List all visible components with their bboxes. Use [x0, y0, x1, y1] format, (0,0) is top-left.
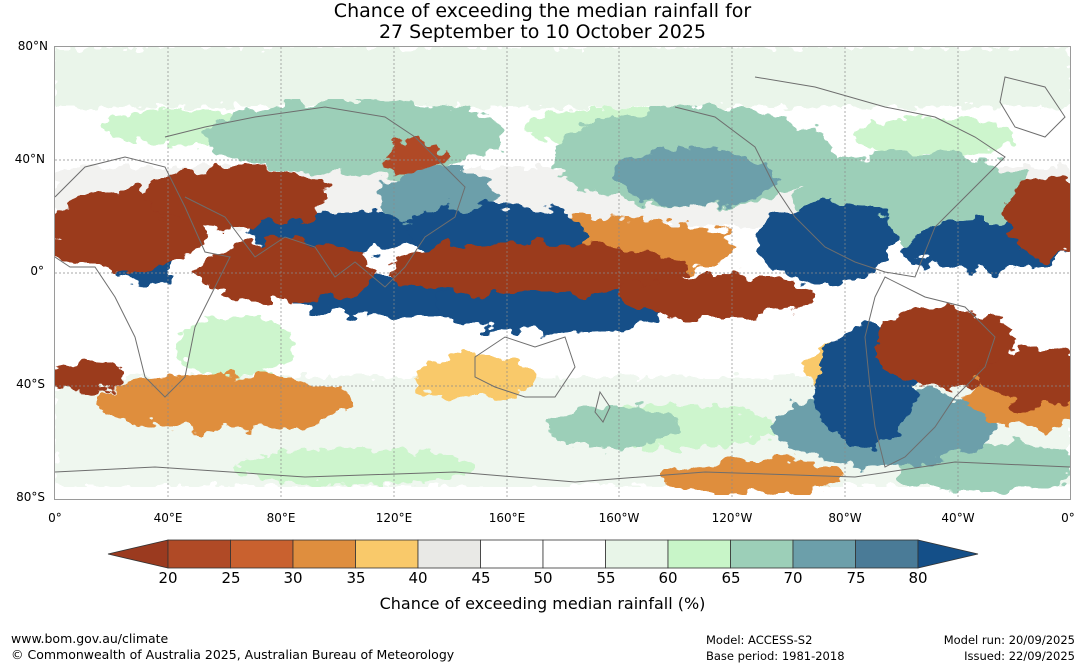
lon-label-120e: 120°E — [375, 511, 413, 525]
colorbar-swatch — [480, 539, 544, 569]
footer-issued: Issued: 22/09/2025 — [964, 649, 1075, 663]
lon-label-40w: 40°W — [941, 511, 975, 525]
colorbar-label-60: 60 — [658, 569, 678, 587]
colorbar-label-65: 65 — [721, 569, 741, 587]
lon-label-0-right: 0° — [1061, 511, 1075, 525]
lon-label-120w: 120°W — [711, 511, 753, 525]
colorbar-label-55: 55 — [596, 569, 616, 587]
colorbar-swatch — [542, 539, 606, 569]
colorbar-swatch — [605, 539, 669, 569]
colorbar-extend-low — [107, 539, 169, 569]
lat-label-80n: 80°N — [17, 39, 48, 53]
colorbar-swatch — [792, 539, 856, 569]
footer-base-period: Base period: 1981-2018 — [706, 649, 845, 663]
rainfall-probability-map — [54, 46, 1071, 500]
map-title-line1: Chance of exceeding the median rainfall … — [333, 0, 752, 22]
colorbar-label-75: 75 — [846, 569, 866, 587]
lon-label-40e: 40°E — [153, 511, 183, 525]
lon-label-0: 0° — [48, 511, 62, 525]
colorbar-label-70: 70 — [783, 569, 803, 587]
lon-label-80e: 80°E — [266, 511, 296, 525]
map-canvas — [55, 47, 1070, 499]
footer-model-run: Model run: 20/09/2025 — [943, 633, 1075, 647]
colorbar-title: Chance of exceeding median rainfall (%) — [379, 594, 706, 613]
colorbar-swatch — [167, 539, 231, 569]
map-title-line2: 27 September to 10 October 2025 — [378, 21, 707, 43]
colorbar — [107, 539, 979, 569]
colorbar-label-50: 50 — [533, 569, 553, 587]
colorbar-label-20: 20 — [158, 569, 178, 587]
lat-label-equator: 0° — [30, 264, 44, 278]
lat-label-40s: 40°S — [16, 377, 45, 391]
footer-copyright: © Commonwealth of Australia 2025, Austra… — [11, 647, 455, 662]
colorbar-swatch — [730, 539, 794, 569]
colorbar-label-35: 35 — [346, 569, 366, 587]
footer-model: Model: ACCESS-S2 — [706, 633, 813, 647]
colorbar-label-45: 45 — [471, 569, 491, 587]
lon-label-160w: 160°W — [598, 511, 640, 525]
colorbar-swatch — [667, 539, 731, 569]
lon-label-80w: 80°W — [828, 511, 862, 525]
colorbar-swatch — [355, 539, 419, 569]
colorbar-label-25: 25 — [221, 569, 241, 587]
coastlines — [55, 76, 1070, 483]
colorbar-extend-high — [917, 539, 979, 569]
lon-label-160e: 160°E — [488, 511, 526, 525]
colorbar-swatch — [230, 539, 294, 569]
colorbar-swatch — [417, 539, 481, 569]
colorbar-swatch — [292, 539, 356, 569]
lat-label-40n: 40°N — [14, 152, 45, 166]
lat-label-80s: 80°S — [16, 490, 45, 504]
footer-website: www.bom.gov.au/climate — [11, 631, 169, 646]
colorbar-label-40: 40 — [408, 569, 428, 587]
colorbar-swatch — [855, 539, 919, 569]
colorbar-label-80: 80 — [908, 569, 928, 587]
colorbar-label-30: 30 — [283, 569, 303, 587]
